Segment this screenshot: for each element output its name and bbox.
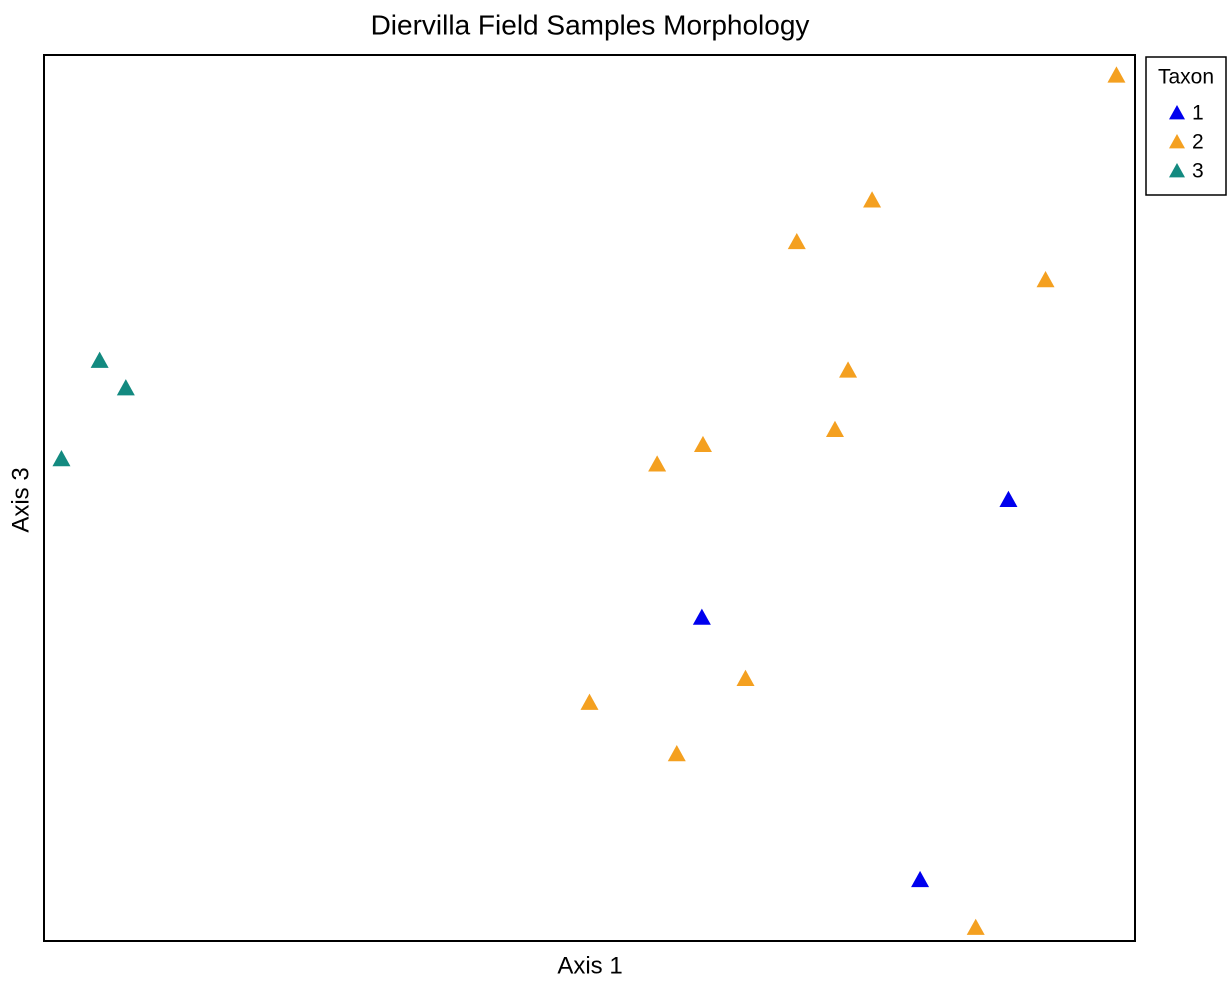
legend-label: 3: [1192, 160, 1204, 183]
plot-frame: [43, 54, 1136, 942]
point: [692, 608, 711, 625]
legend-label: 2: [1192, 131, 1204, 154]
legend-marker: [1169, 105, 1185, 120]
x-axis-label: Axis 1: [557, 952, 622, 979]
point: [580, 693, 599, 710]
point: [693, 435, 712, 453]
point: [736, 669, 755, 686]
legend-marker: [1169, 134, 1185, 149]
point: [999, 490, 1018, 507]
point: [1107, 66, 1126, 83]
point: [787, 232, 806, 250]
point: [52, 450, 71, 467]
legend-marker: [1169, 163, 1185, 178]
point: [648, 455, 667, 472]
point: [90, 351, 109, 368]
chart-title: Diervilla Field Samples Morphology: [371, 9, 810, 40]
legend-title: Taxon: [1158, 66, 1214, 89]
point: [1036, 271, 1055, 288]
legend-box: [1145, 56, 1227, 196]
point: [863, 191, 882, 208]
point: [667, 745, 686, 762]
point: [966, 918, 985, 935]
point: [839, 361, 858, 378]
point: [116, 379, 135, 396]
point: [825, 420, 844, 437]
y-axis-label: Axis 3: [7, 467, 34, 532]
legend-label: 1: [1192, 102, 1204, 125]
point: [911, 870, 930, 888]
